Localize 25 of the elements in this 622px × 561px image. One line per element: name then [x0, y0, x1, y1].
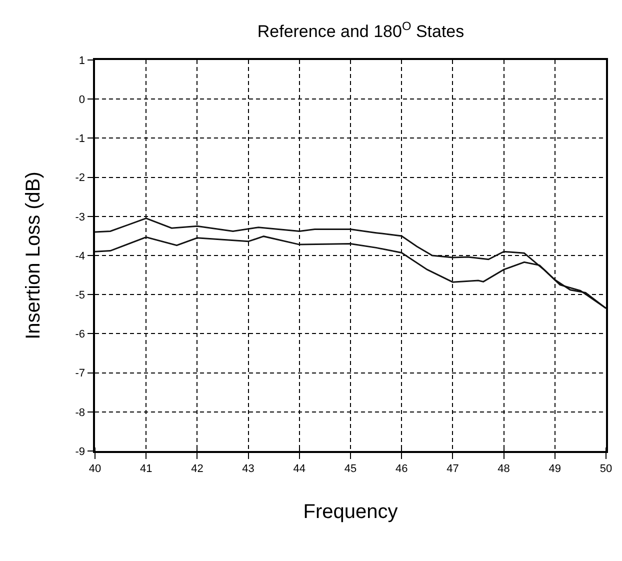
x-tick-label: 49: [548, 462, 562, 475]
x-tick-label: 47: [446, 462, 459, 475]
x-axis-title: Frequency: [303, 500, 398, 523]
x-tick-label: 44: [293, 462, 306, 475]
x-tick-label: 45: [344, 462, 357, 475]
y-tick-label: -7: [75, 368, 86, 380]
x-tick-label: 46: [395, 462, 408, 475]
y-tick-label: 1: [78, 54, 86, 67]
y-tick-label: -3: [75, 211, 86, 224]
y-tick-label: -6: [75, 328, 86, 341]
x-tick-label: 48: [498, 462, 510, 475]
y-tick-label: -8: [75, 406, 86, 419]
y-tick-label: -9: [75, 446, 86, 458]
x-tick-label: 42: [191, 462, 204, 475]
y-tick-label: -2: [75, 172, 86, 184]
x-tick-label: 41: [140, 462, 152, 475]
x-tick-label: 43: [242, 462, 254, 475]
y-axis-title: Insertion Loss (dB): [22, 172, 44, 340]
y-tick-label: -5: [75, 289, 86, 302]
y-tick-label: -4: [75, 250, 86, 262]
y-tick-label: 0: [78, 94, 86, 106]
x-tick-label: 50: [600, 462, 612, 475]
x-tick-label: 40: [88, 462, 102, 475]
chart-title: Reference and 180$^{O}$ States: [257, 19, 464, 42]
y-tick-label: -1: [75, 133, 86, 146]
